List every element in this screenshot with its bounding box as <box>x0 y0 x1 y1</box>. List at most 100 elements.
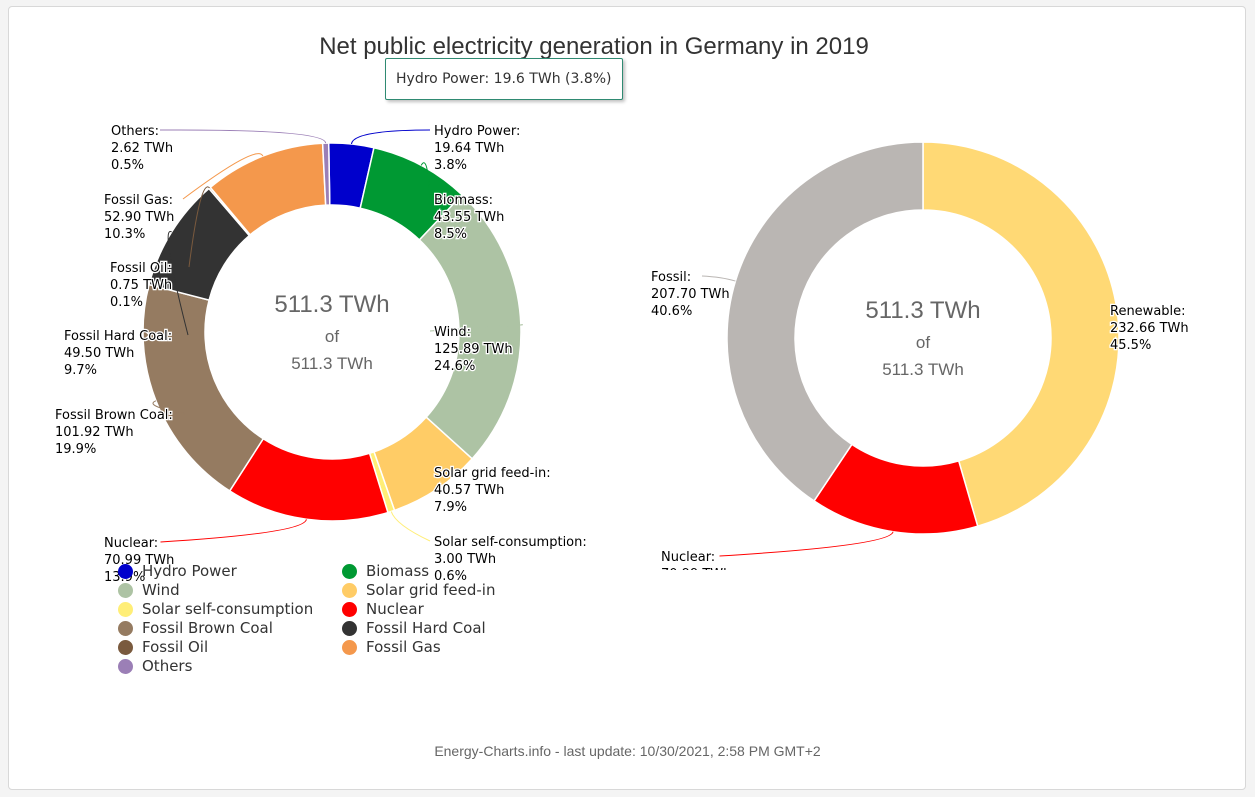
tooltip-colon: : <box>484 71 494 87</box>
data-label-fossil-value: 207.70 TWh <box>651 287 730 302</box>
legend-marker-hard-coal <box>342 620 357 636</box>
data-label-nuclear-name: Nuclear: <box>661 550 715 565</box>
legend-label: Wind <box>142 581 180 599</box>
legend-item-solar-self[interactable]: Solar self-consumption <box>118 600 313 618</box>
legend-item-fossil-gas[interactable]: Fossil Gas <box>342 638 441 656</box>
legend-marker-fossil-gas <box>342 639 357 655</box>
data-label-brown-coal-percent: 19.9% <box>55 442 96 457</box>
connector-renewable <box>1105 308 1123 311</box>
slice-others[interactable] <box>321 142 331 206</box>
legend-label: Fossil Hard Coal <box>366 619 486 637</box>
data-label-hydro-percent: 3.8% <box>434 158 467 173</box>
center-of: of <box>916 333 930 352</box>
connector-solar-grid <box>429 471 440 494</box>
data-label-solar-self-value: 3.00 TWh <box>434 552 496 567</box>
label-group-renewable: Renewable: 232.66 TWh 45.5% <box>1105 303 1190 354</box>
tooltip-value: 19.6 TWh (3.8%) <box>493 71 612 87</box>
legend-item-solar-grid[interactable]: Solar grid feed-in <box>342 581 496 599</box>
connector-brown-coal <box>152 400 187 415</box>
data-label-hydro-value: 19.64 TWh <box>434 141 504 156</box>
data-label-renewable-value: 232.66 TWh <box>1110 321 1189 336</box>
center-value: 511.3 TWh <box>274 291 389 318</box>
data-label-biomass-value: 43.55 TWh <box>434 210 504 225</box>
data-label-brown-coal-value: 101.92 TWh <box>55 425 134 440</box>
connector-hydro <box>350 129 431 145</box>
legend-marker-nuclear <box>342 601 357 617</box>
legend-marker-fossil-oil <box>118 639 133 655</box>
data-label-fossil-percent: 40.6% <box>651 304 692 319</box>
legend-marker-hydro <box>118 563 133 579</box>
data-label-others-name: Others: <box>111 124 159 139</box>
label-group-nuclear: Nuclear: 70.99 TWh 13.9% <box>660 531 894 599</box>
center-total: 511.3 TWh <box>291 354 373 373</box>
connector-fossil-oil <box>188 186 211 268</box>
center-value: 511.3 TWh <box>865 297 980 324</box>
legend-item-wind[interactable]: Wind <box>118 581 180 599</box>
slice-brown-coal[interactable] <box>142 283 265 492</box>
legend-marker-brown-coal <box>118 620 133 636</box>
data-label-hard-coal-name: Fossil Hard Coal: <box>64 329 172 344</box>
data-label-solar-grid-percent: 7.9% <box>434 500 467 515</box>
connector-others <box>159 129 327 144</box>
tooltip: Hydro Power: 19.6 TWh (3.8%) <box>385 58 623 100</box>
slice-fossil[interactable] <box>726 141 924 502</box>
legend-label: Fossil Gas <box>366 638 441 656</box>
data-label-wind-percent: 24.6% <box>434 359 475 374</box>
donut-generation: 511.3 TWh of 511.3 TWh <box>142 142 522 522</box>
share-data-labels: Renewable: 232.66 TWh 45.5% Nuclear: 70.99 T… <box>650 269 1190 599</box>
legend-marker-wind <box>118 582 133 598</box>
data-label-biomass-percent: 8.5% <box>434 227 467 242</box>
legend-marker-biomass <box>342 563 357 579</box>
legend-marker-solar-self <box>118 601 133 617</box>
data-label-fossil-gas-name: Fossil Gas: <box>104 193 173 208</box>
data-label-fossil-gas-percent: 10.3% <box>104 227 145 242</box>
legend-label: Others <box>142 657 193 675</box>
data-label-hard-coal-percent: 9.7% <box>64 363 97 378</box>
legend-label: Solar self-consumption <box>142 600 314 618</box>
center-of: of <box>325 327 339 346</box>
legend-label: Biomass <box>366 562 430 580</box>
slice-renewable[interactable] <box>922 141 1120 528</box>
data-label-solar-grid-value: 40.57 TWh <box>434 483 504 498</box>
data-label-nuclear-percent: 13.9% <box>661 584 702 599</box>
generation-data-labels: Hydro Power: 19.64 TWh 3.8% Biomass: 43.55 T… <box>54 123 588 587</box>
legend-marker-solar-grid <box>342 582 357 598</box>
slice-wind[interactable] <box>418 193 522 460</box>
data-label-others-value: 2.62 TWh <box>111 141 173 156</box>
legend-label: Solar grid feed-in <box>366 581 496 599</box>
data-label-renewable-percent: 45.5% <box>1110 338 1151 353</box>
legend-item-others[interactable]: Others <box>118 657 192 675</box>
footer-credit: Energy-Charts.info - last update: 10/30/… <box>434 743 821 759</box>
data-label-others-percent: 0.5% <box>111 158 144 173</box>
data-label-fossil-oil-value: 0.75 TWh <box>110 278 172 293</box>
legend-label: Nuclear <box>366 600 424 618</box>
data-label-biomass-name: Biomass: <box>434 193 493 208</box>
connector-nuclear <box>160 519 307 543</box>
label-group-fossil: Fossil: 207.70 TWh 40.6% <box>650 269 736 320</box>
data-label-solar-self-name: Solar self-consumption: <box>434 535 587 550</box>
chart-title: Net public electricity generation in Ger… <box>319 33 869 60</box>
legend-item-fossil-oil[interactable]: Fossil Oil <box>118 638 208 656</box>
legend-item-biomass[interactable]: Biomass <box>342 562 429 580</box>
connector-fossil-gas <box>182 153 264 200</box>
legend-item-hydro[interactable]: Hydro Power <box>118 562 237 580</box>
data-label-solar-grid-name: Solar grid feed-in: <box>434 466 551 481</box>
data-label-nuclear-value: 70.99 TWh <box>661 567 731 582</box>
data-label-wind-name: Wind: <box>434 325 471 340</box>
data-label-nuclear-name: Nuclear: <box>104 536 158 551</box>
legend-marker-others <box>118 658 133 674</box>
connector-biomass <box>420 162 431 200</box>
tooltip-name: Hydro Power <box>396 71 485 87</box>
data-label-hydro-name: Hydro Power: <box>434 124 520 139</box>
legend-item-nuclear[interactable]: Nuclear <box>342 600 424 618</box>
data-label-fossil-name: Fossil: <box>651 270 691 285</box>
legend-item-hard-coal[interactable]: Fossil Hard Coal <box>342 619 486 637</box>
donut-renewable-share: 511.3 TWh of 511.3 TWh <box>726 141 1120 535</box>
legend-label: Fossil Brown Coal <box>142 619 273 637</box>
legend-item-brown-coal[interactable]: Fossil Brown Coal <box>118 619 273 637</box>
legend-label: Hydro Power <box>142 562 237 580</box>
data-label-hard-coal-value: 49.50 TWh <box>64 346 134 361</box>
connector-wind <box>429 324 523 332</box>
legend-label: Fossil Oil <box>142 638 209 656</box>
